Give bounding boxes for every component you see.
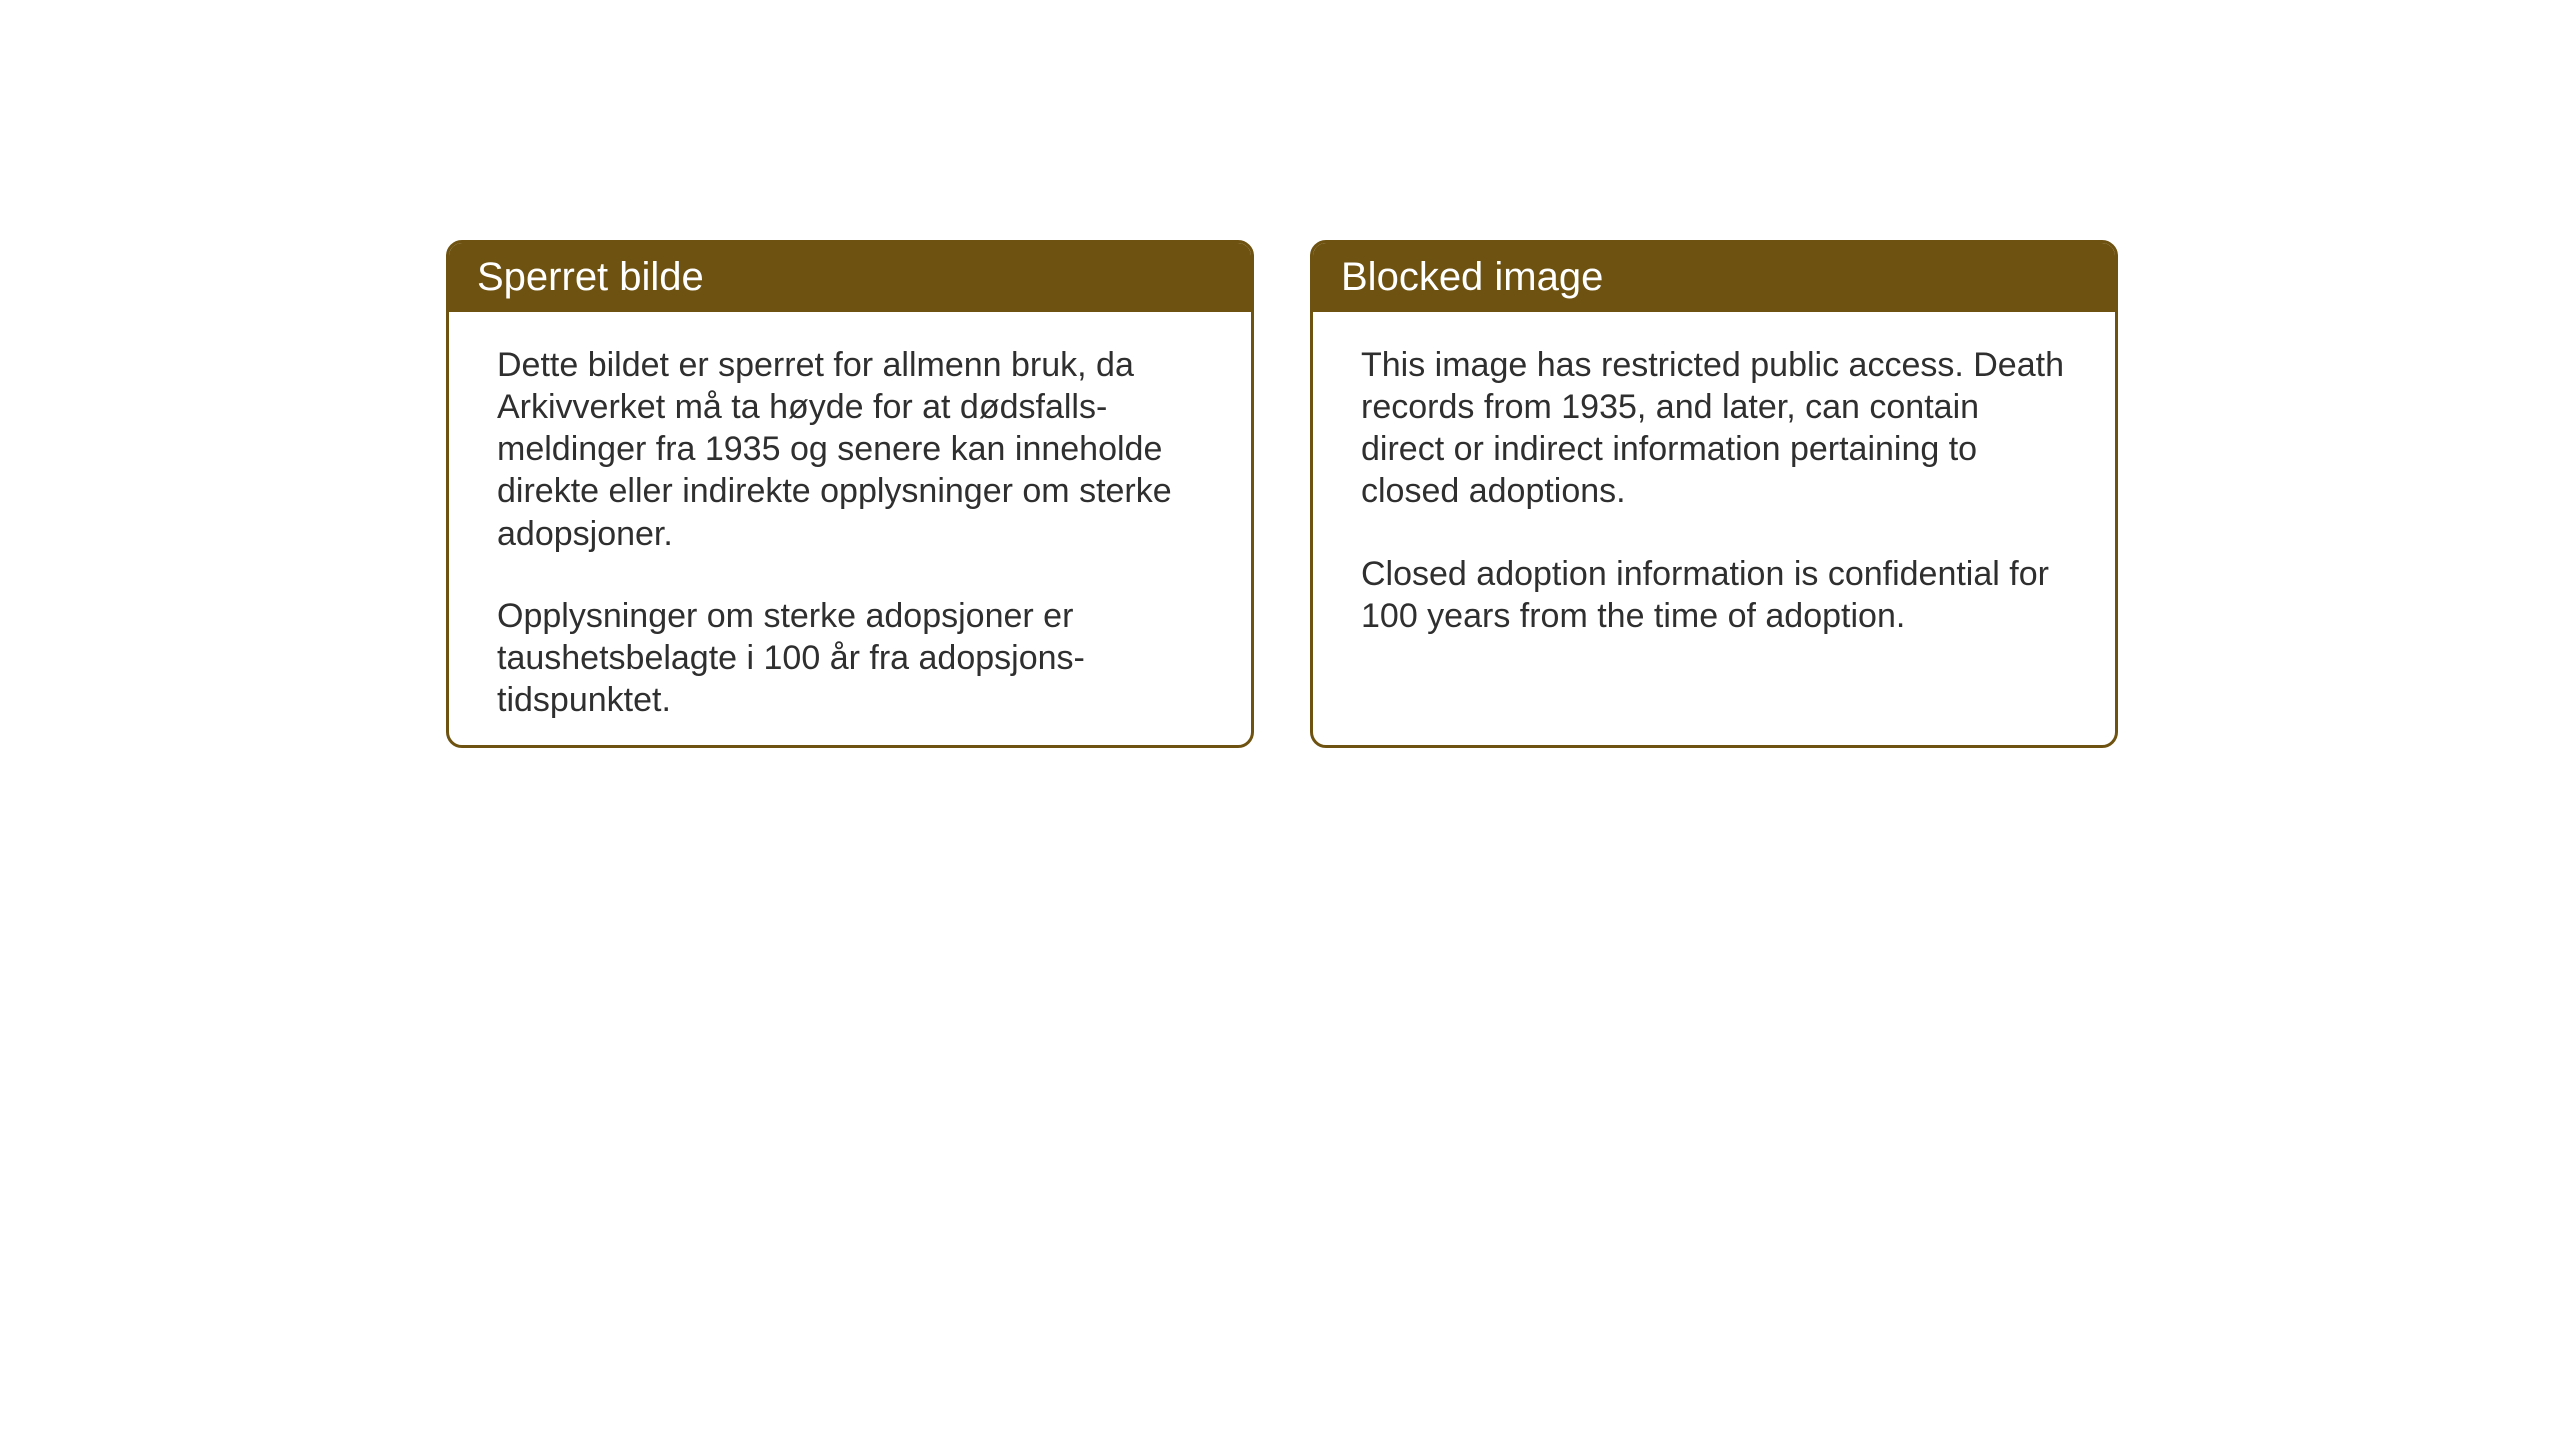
notice-paragraph-2-norwegian: Opplysninger om sterke adopsjoner er tau… (497, 595, 1203, 721)
notice-header-english: Blocked image (1313, 243, 2115, 312)
notice-title-norwegian: Sperret bilde (477, 255, 704, 299)
notice-paragraph-1-norwegian: Dette bildet er sperret for allmenn bruk… (497, 344, 1203, 555)
notice-card-english: Blocked image This image has restricted … (1310, 240, 2118, 748)
notice-body-english: This image has restricted public access.… (1313, 312, 2115, 669)
notice-header-norwegian: Sperret bilde (449, 243, 1251, 312)
notice-title-english: Blocked image (1341, 255, 1603, 299)
notice-container: Sperret bilde Dette bildet er sperret fo… (446, 240, 2118, 748)
notice-paragraph-1-english: This image has restricted public access.… (1361, 344, 2067, 513)
notice-paragraph-2-english: Closed adoption information is confident… (1361, 553, 2067, 637)
notice-body-norwegian: Dette bildet er sperret for allmenn bruk… (449, 312, 1251, 748)
notice-card-norwegian: Sperret bilde Dette bildet er sperret fo… (446, 240, 1254, 748)
